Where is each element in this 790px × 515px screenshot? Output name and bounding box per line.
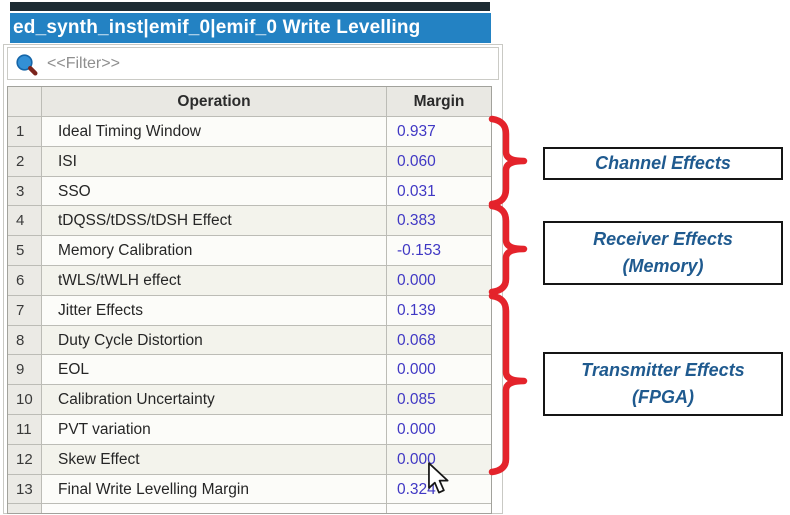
- table-row[interactable]: 4 tDQSS/tDSS/tDSH Effect 0.383: [8, 206, 491, 237]
- header-margin[interactable]: Margin: [413, 93, 465, 110]
- table-header-row: Operation Margin: [8, 87, 491, 117]
- table-row[interactable]: 5 Memory Calibration -0.153: [8, 236, 491, 266]
- row-number: 6: [8, 265, 42, 295]
- annotation-line: Channel Effects: [595, 153, 731, 173]
- brace-transmitter-effects: [488, 292, 528, 476]
- margin-cell: -0.153: [397, 242, 441, 260]
- operation-cell: Skew Effect: [42, 444, 387, 474]
- header-row-number: [8, 87, 42, 116]
- operation-cell: tWLS/tWLH effect: [42, 265, 387, 295]
- margin-cell: 0.139: [397, 301, 436, 319]
- table-row[interactable]: 9 EOL 0.000: [8, 355, 491, 386]
- row-number: 2: [8, 146, 42, 176]
- row-number: 5: [8, 236, 42, 265]
- annotation-channel-effects: Channel Effects: [543, 147, 783, 180]
- operation-cell: ISI: [42, 146, 387, 176]
- annotation-line: (FPGA): [632, 387, 694, 407]
- table-row[interactable]: 6 tWLS/tWLH effect 0.000: [8, 265, 491, 296]
- annotation-line: (Memory): [622, 256, 704, 276]
- row-number: 8: [8, 325, 42, 355]
- margin-cell: 0.031: [397, 182, 436, 200]
- margin-cell: 0.000: [397, 361, 436, 379]
- search-icon: [16, 54, 38, 76]
- operation-cell: Duty Cycle Distortion: [42, 325, 387, 355]
- brace-receiver-effects: [488, 202, 528, 296]
- margin-cell: 0.060: [397, 152, 436, 170]
- table-row[interactable]: 11 PVT variation 0.000: [8, 414, 491, 445]
- table-row[interactable]: 7 Jitter Effects 0.139: [8, 295, 491, 326]
- operation-cell: Ideal Timing Window: [42, 117, 387, 146]
- table-row[interactable]: 2 ISI 0.060: [8, 146, 491, 177]
- operation-cell: EOL: [42, 355, 387, 385]
- margin-cell: 0.383: [397, 212, 436, 230]
- header-operation[interactable]: Operation: [42, 87, 387, 116]
- operation-cell: Calibration Uncertainty: [42, 385, 387, 414]
- annotation-line: Transmitter Effects: [581, 360, 745, 380]
- margin-cell: 0.324: [397, 480, 436, 498]
- panel-title: ed_synth_inst|emif_0|emif_0 Write Levell…: [10, 13, 491, 43]
- table-body: 1 Ideal Timing Window 0.937 2 ISI 0.060 …: [8, 117, 491, 505]
- margin-table: Operation Margin 1 Ideal Timing Window 0…: [7, 86, 492, 515]
- table-row[interactable]: 3 SSO 0.031: [8, 176, 491, 207]
- row-number: 12: [8, 444, 42, 474]
- row-number: 3: [8, 176, 42, 206]
- filter-bar[interactable]: [7, 47, 499, 80]
- row-number: 11: [8, 414, 42, 444]
- margin-cell: 0.937: [397, 123, 436, 140]
- operation-cell: Final Write Levelling Margin: [42, 474, 387, 504]
- table-row[interactable]: 12 Skew Effect 0.000: [8, 444, 491, 475]
- operation-cell: Memory Calibration: [42, 236, 387, 265]
- operation-cell: SSO: [42, 176, 387, 206]
- table-partial-row: [8, 504, 491, 514]
- annotation-line: Receiver Effects: [593, 229, 733, 249]
- row-number: 7: [8, 295, 42, 325]
- margin-cell: 0.000: [397, 450, 436, 468]
- row-number: 10: [8, 385, 42, 414]
- brace-channel-effects: [488, 115, 528, 208]
- row-number: 4: [8, 206, 42, 236]
- filter-input[interactable]: [45, 53, 498, 74]
- margin-cell: 0.000: [397, 420, 436, 438]
- margin-cell: 0.085: [397, 391, 436, 409]
- annotation-receiver-effects: Receiver Effects (Memory): [543, 221, 783, 285]
- window-top-strip: [10, 2, 490, 11]
- annotation-transmitter-effects: Transmitter Effects (FPGA): [543, 352, 783, 416]
- operation-cell: tDQSS/tDSS/tDSH Effect: [42, 206, 387, 236]
- group-braces: [488, 115, 528, 476]
- table-row[interactable]: 1 Ideal Timing Window 0.937: [8, 117, 491, 147]
- table-row[interactable]: 13 Final Write Levelling Margin 0.324: [8, 474, 491, 505]
- margin-cell: 0.068: [397, 331, 436, 349]
- operation-cell: Jitter Effects: [42, 295, 387, 325]
- row-number: 9: [8, 355, 42, 385]
- row-number: 13: [8, 474, 42, 504]
- table-row[interactable]: 10 Calibration Uncertainty 0.085: [8, 385, 491, 415]
- margin-cell: 0.000: [397, 271, 436, 289]
- row-number: 1: [8, 117, 42, 146]
- row-number: [8, 504, 42, 514]
- table-row[interactable]: 8 Duty Cycle Distortion 0.068: [8, 325, 491, 356]
- operation-cell: PVT variation: [42, 414, 387, 444]
